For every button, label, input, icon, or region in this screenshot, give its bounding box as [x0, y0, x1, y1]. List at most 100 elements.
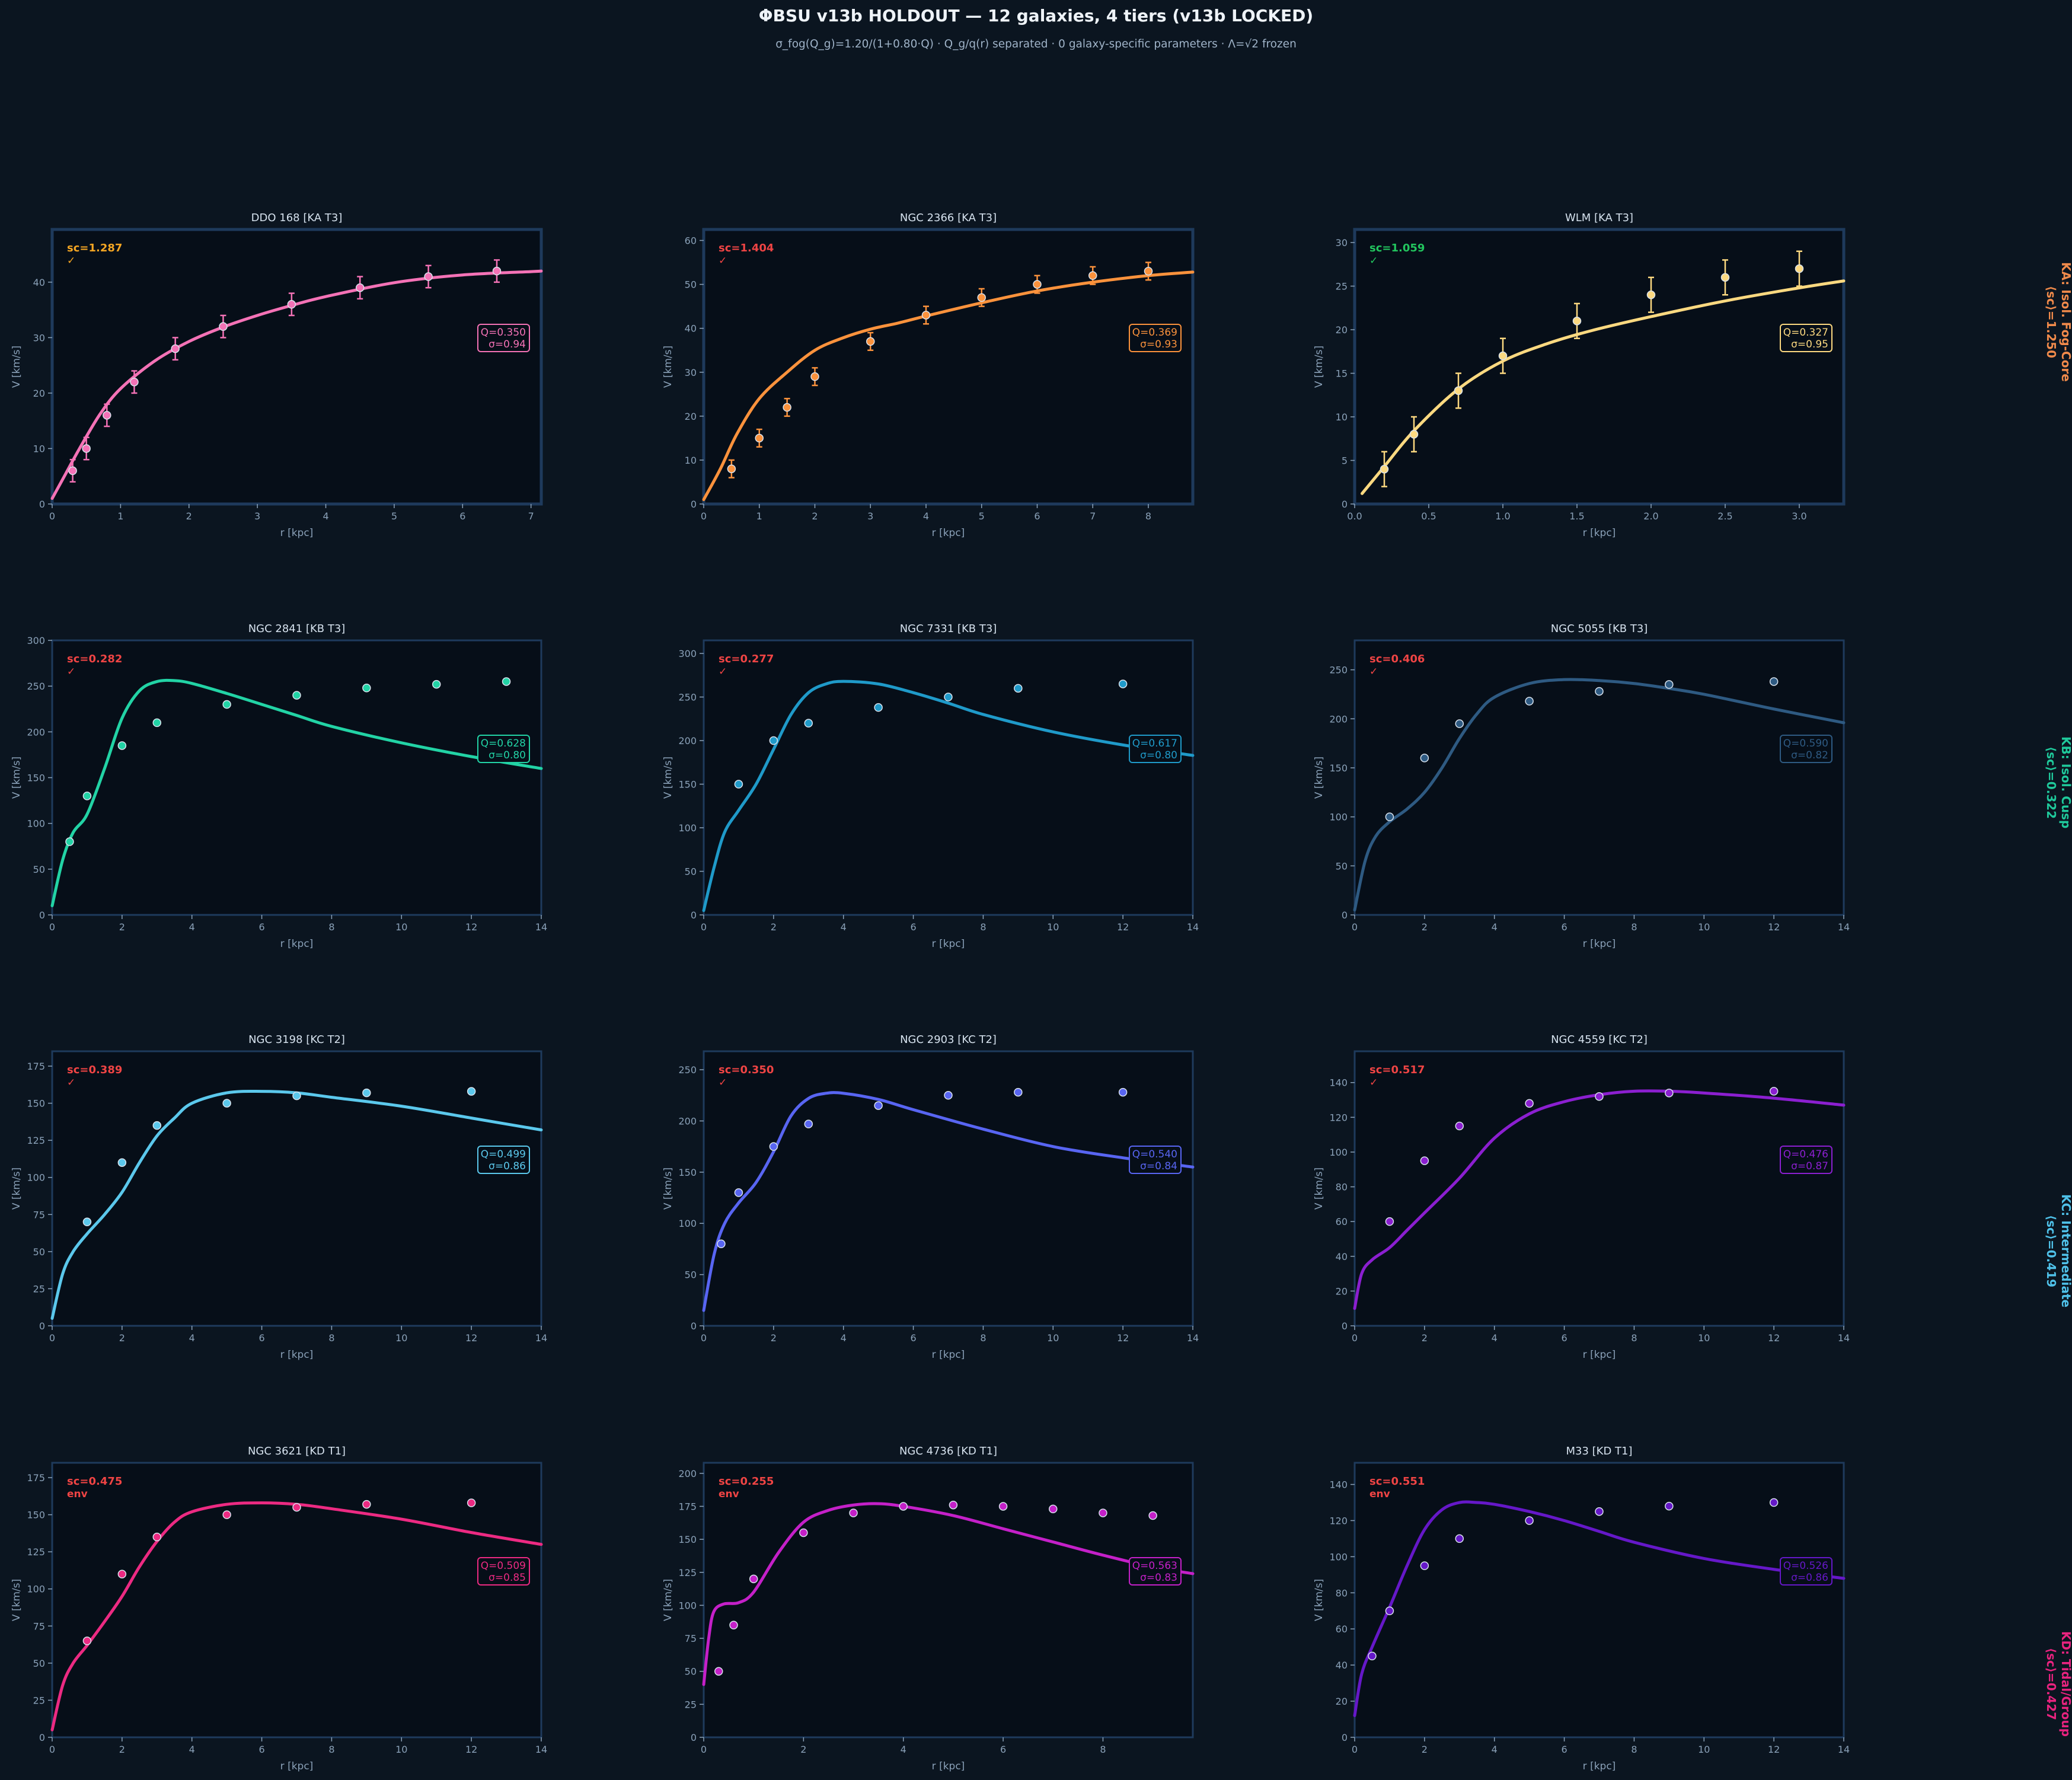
x-tick-label: 2	[771, 921, 777, 933]
x-tick-label: 4	[189, 1332, 195, 1344]
y-tick-label: 0	[1342, 910, 1348, 921]
data-point	[467, 1087, 476, 1096]
q-sigma-box	[477, 735, 530, 763]
check-mark: ✓	[719, 1077, 727, 1089]
q-sigma-box	[477, 324, 530, 352]
data-point	[1455, 1534, 1464, 1543]
tier-label-sub: ⟨sc⟩=0.419	[2044, 1214, 2058, 1288]
y-tick-label: 125	[27, 1135, 45, 1146]
subplot: M33 [KD T1]0 2 4 6 8 10 12 14020406080100120140…	[1313, 1445, 1850, 1772]
data-point	[1385, 812, 1394, 821]
y-tick-label: 60	[685, 235, 697, 247]
x-axis-label: r [kpc]	[280, 1349, 314, 1361]
model-curve	[50, 678, 543, 908]
y-tick-label: 80	[1336, 1587, 1348, 1599]
figure-subtitle: σ_fog(Q_g)=1.20/(1+0.80·Q) · Q_g/q(r) se…	[775, 38, 1297, 50]
y-axis-label: V [km/s]	[1313, 346, 1325, 388]
data-point	[1420, 1561, 1429, 1570]
q-label: Q=0.369	[1132, 327, 1177, 339]
y-tick-label: 300	[678, 648, 697, 659]
x-tick-label: 8	[1100, 1744, 1106, 1755]
subplot: NGC 3198 [KC T2] 0 2 4 6 8 10 12 14 0 25 50 75 100 125…	[11, 1033, 547, 1361]
data-point	[68, 466, 77, 476]
q-label: Q=0.476	[1783, 1149, 1828, 1160]
data-point	[117, 1158, 127, 1167]
data-point	[82, 1637, 92, 1645]
x-tick-label: 4	[901, 1744, 906, 1755]
subplot: DDO 168 [KA T3] 0 1 2 3 4 5 6 7 0 10 20 30 40 r [kpc] V…	[11, 212, 543, 539]
q-label: Q=0.590	[1783, 738, 1828, 749]
y-tick-label: 250	[1329, 665, 1348, 676]
x-tick-label: 1	[756, 511, 762, 522]
x-tick-label: 0	[1352, 921, 1358, 933]
subplot-title: NGC 4559 [KC T2]	[1551, 1033, 1648, 1046]
y-tick-label: 150	[27, 1098, 45, 1109]
data-point	[998, 1502, 1008, 1511]
subplot-title: NGC 2366 [KA T3]	[900, 212, 997, 224]
data-point	[1525, 697, 1534, 706]
x-tick-label: 12	[1768, 1332, 1780, 1344]
sigma-label: σ=0.87	[1791, 1160, 1828, 1172]
x-tick-label: 10	[395, 1744, 407, 1755]
x-tick-label: 0	[1352, 1744, 1358, 1755]
plot-area	[703, 1462, 1194, 1738]
x-tick-label: 10	[1047, 921, 1059, 933]
y-tick-label: 40	[1336, 1660, 1348, 1671]
x-tick-label: 0.5	[1421, 511, 1436, 522]
x-tick-label: 4	[1492, 1332, 1498, 1344]
y-tick-label: 75	[33, 1620, 45, 1632]
y-tick-label: 0	[691, 499, 697, 510]
subplot-title: NGC 2841 [KB T3]	[248, 623, 346, 635]
x-tick-label: 2	[119, 1744, 125, 1755]
x-tick-label: 14	[1187, 921, 1199, 933]
sigma-label: σ=0.86	[489, 1160, 526, 1172]
q-sigma-box	[1780, 324, 1832, 352]
y-tick-label: 150	[1329, 763, 1348, 774]
y-tick-label: 30	[685, 367, 697, 378]
y-tick-label: 200	[27, 726, 45, 738]
x-tick-label: 8	[980, 1332, 986, 1344]
x-tick-label: 6	[1561, 921, 1567, 933]
y-tick-label: 10	[33, 443, 45, 454]
sigma-label: σ=0.93	[1140, 339, 1177, 350]
x-tick-label: 6	[910, 1332, 916, 1344]
y-tick-label: 100	[27, 1584, 45, 1595]
y-tick-label: 100	[27, 1172, 45, 1184]
y-tick-label: 150	[27, 773, 45, 784]
sigma-label: σ=0.83	[1140, 1572, 1177, 1584]
y-tick-label: 25	[1336, 281, 1348, 292]
x-tick-label: 1.0	[1495, 511, 1510, 522]
x-tick-label: 6	[258, 1744, 264, 1755]
y-axis-label: V [km/s]	[1313, 757, 1325, 799]
model-curve	[50, 269, 543, 500]
sigma-label: σ=0.94	[489, 339, 526, 350]
x-axis-label: r [kpc]	[280, 527, 314, 539]
x-tick-label: 0	[701, 921, 707, 933]
y-tick-label: 200	[678, 735, 697, 747]
y-axis-label: V [km/s]	[662, 1579, 674, 1621]
x-axis-label: r [kpc]	[932, 1760, 965, 1772]
y-tick-label: 100	[678, 1218, 697, 1229]
y-tick-label: 40	[1336, 1251, 1348, 1262]
tier-label-text: KC: Intermediate	[2059, 1194, 2072, 1308]
x-tick-label: 3	[254, 511, 260, 522]
x-axis-label: r [kpc]	[1583, 527, 1616, 539]
x-tick-label: 12	[1117, 921, 1129, 933]
data-point	[171, 344, 180, 353]
data-point	[117, 741, 127, 750]
y-tick-label: 200	[678, 1115, 697, 1127]
y-tick-label: 150	[678, 1167, 697, 1178]
y-tick-label: 50	[33, 1658, 45, 1669]
data-point	[804, 1119, 813, 1128]
sigma-label: σ=0.95	[1791, 339, 1828, 350]
y-tick-label: 175	[27, 1472, 45, 1484]
x-axis-label: r [kpc]	[1583, 938, 1616, 950]
model-curve	[1353, 1500, 1846, 1717]
y-axis-label: V [km/s]	[11, 1579, 23, 1621]
x-tick-label: 0.0	[1347, 511, 1362, 522]
y-axis-label: V [km/s]	[662, 1167, 674, 1210]
y-tick-label: 20	[1336, 1285, 1348, 1297]
data-point	[1420, 1156, 1429, 1165]
x-tick-label: 0	[49, 921, 55, 933]
